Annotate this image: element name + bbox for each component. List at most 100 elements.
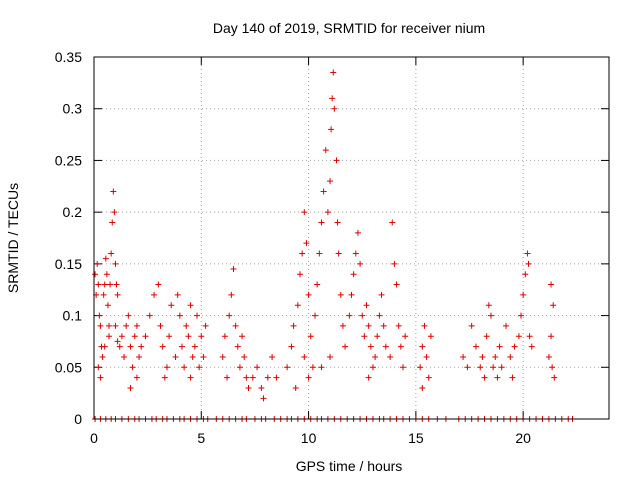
data-point	[172, 353, 179, 360]
x-axis-label: GPS time / hours	[296, 458, 403, 474]
data-point	[290, 322, 297, 329]
data-point	[101, 281, 108, 288]
data-point	[191, 343, 198, 350]
data-point	[157, 322, 164, 329]
data-point	[249, 374, 256, 381]
data-point	[97, 322, 104, 329]
data-point	[511, 343, 518, 350]
y-tick-label: 0.15	[55, 256, 82, 272]
data-point	[549, 364, 556, 371]
data-point	[254, 364, 261, 371]
data-point	[545, 353, 552, 360]
data-points	[92, 69, 576, 422]
y-axis-label: SRMTID / TECUs	[5, 183, 21, 293]
data-point	[380, 322, 387, 329]
data-point	[318, 219, 325, 226]
data-point	[110, 188, 117, 195]
data-point	[284, 364, 291, 371]
data-point	[479, 353, 486, 360]
data-point	[106, 322, 113, 329]
data-point	[518, 312, 525, 319]
data-point	[316, 250, 323, 257]
data-point	[239, 333, 246, 340]
data-point	[331, 105, 338, 112]
data-point	[330, 69, 337, 76]
data-point	[378, 291, 385, 298]
data-point	[116, 343, 123, 350]
data-point	[327, 178, 334, 185]
data-point	[101, 343, 108, 350]
data-point	[236, 364, 243, 371]
data-point	[96, 312, 103, 319]
data-point	[357, 260, 364, 267]
data-point	[292, 384, 299, 391]
data-point	[230, 266, 237, 273]
data-point	[498, 364, 505, 371]
data-point	[97, 374, 104, 381]
data-point	[421, 322, 428, 329]
data-point	[114, 338, 121, 345]
data-point	[174, 291, 181, 298]
data-point	[551, 374, 558, 381]
data-point	[241, 353, 248, 360]
data-point	[305, 374, 312, 381]
data-point	[131, 333, 138, 340]
data-point	[118, 333, 125, 340]
data-point	[312, 312, 319, 319]
data-point	[108, 250, 115, 257]
data-point	[113, 281, 120, 288]
x-axis-ticks: 0 5 10 15 20	[90, 57, 531, 446]
data-point	[245, 384, 252, 391]
data-point	[520, 291, 527, 298]
data-point	[273, 374, 280, 381]
data-point	[155, 281, 162, 288]
data-point	[425, 374, 432, 381]
data-point	[333, 157, 340, 164]
data-point	[524, 250, 531, 257]
data-point	[320, 188, 327, 195]
data-point	[468, 322, 475, 329]
data-point	[299, 250, 306, 257]
data-point	[121, 353, 128, 360]
data-point	[395, 322, 402, 329]
data-point	[522, 271, 529, 278]
data-point	[525, 260, 532, 267]
y-tick-label: 0.05	[55, 359, 82, 375]
data-point	[328, 126, 335, 133]
data-point	[228, 291, 235, 298]
grid	[94, 57, 609, 419]
y-tick-label: 0.2	[63, 204, 83, 220]
data-point	[494, 374, 501, 381]
data-point	[363, 302, 370, 309]
y-tick-label: 0.35	[55, 49, 82, 65]
data-point	[492, 353, 499, 360]
chart-title: Day 140 of 2019, SRMTID for receiver niu…	[213, 20, 485, 36]
data-point	[234, 343, 241, 350]
data-point	[490, 364, 497, 371]
data-point	[423, 353, 430, 360]
data-point	[159, 343, 166, 350]
data-point	[202, 322, 209, 329]
data-point	[339, 322, 346, 329]
data-point	[176, 312, 183, 319]
data-point	[112, 260, 119, 267]
data-point	[189, 353, 196, 360]
data-point	[365, 374, 372, 381]
data-point	[123, 322, 130, 329]
data-point	[107, 281, 114, 288]
data-point	[487, 312, 494, 319]
data-point	[95, 364, 102, 371]
data-point	[329, 95, 336, 102]
data-point	[314, 281, 321, 288]
data-point	[102, 255, 109, 262]
data-point	[181, 364, 188, 371]
data-point	[472, 343, 479, 350]
data-point	[503, 322, 509, 329]
data-point	[460, 353, 467, 360]
y-tick-label: 0.1	[63, 308, 83, 324]
data-point	[151, 291, 158, 298]
data-point	[168, 302, 175, 309]
data-point	[94, 260, 101, 267]
data-point	[372, 353, 379, 360]
data-point	[483, 333, 490, 340]
